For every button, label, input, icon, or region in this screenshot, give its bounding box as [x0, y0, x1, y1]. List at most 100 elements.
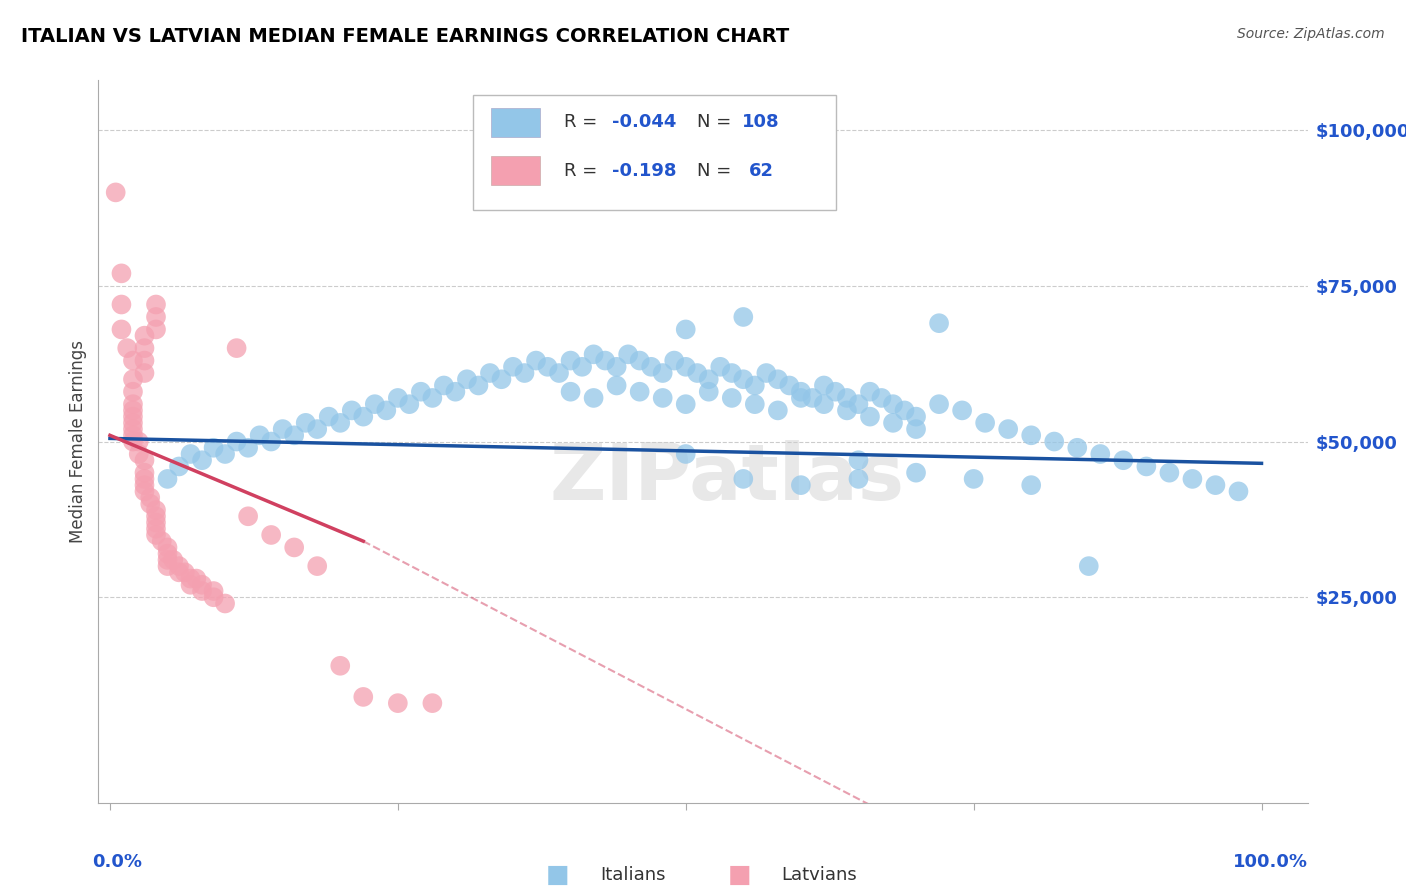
- Point: [536, 359, 558, 374]
- Point: [134, 366, 156, 380]
- Text: 0.0%: 0.0%: [93, 854, 142, 871]
- Text: N =: N =: [697, 113, 737, 131]
- Point: [162, 553, 184, 567]
- Point: [720, 366, 742, 380]
- Point: [398, 397, 420, 411]
- Text: ITALIAN VS LATVIAN MEDIAN FEMALE EARNINGS CORRELATION CHART: ITALIAN VS LATVIAN MEDIAN FEMALE EARNING…: [21, 27, 789, 45]
- Point: [422, 696, 444, 710]
- Point: [848, 453, 870, 467]
- Point: [893, 403, 915, 417]
- Point: [191, 453, 214, 467]
- Point: [173, 566, 195, 580]
- Text: 108: 108: [742, 113, 779, 131]
- Text: Latvians: Latvians: [782, 866, 858, 884]
- Point: [122, 353, 145, 368]
- Point: [766, 372, 789, 386]
- Point: [478, 366, 501, 380]
- Point: [950, 403, 973, 417]
- Point: [905, 409, 928, 424]
- Point: [307, 422, 329, 436]
- Point: [733, 372, 755, 386]
- Point: [905, 466, 928, 480]
- Point: [962, 472, 984, 486]
- Point: [134, 328, 156, 343]
- Point: [329, 416, 352, 430]
- Point: [766, 403, 789, 417]
- Point: [675, 447, 697, 461]
- Point: [664, 353, 686, 368]
- Point: [870, 391, 893, 405]
- Point: [824, 384, 846, 399]
- Point: [491, 372, 513, 386]
- Point: [180, 572, 202, 586]
- Point: [236, 441, 259, 455]
- Point: [156, 541, 179, 555]
- Point: [813, 397, 835, 411]
- Point: [697, 372, 720, 386]
- Point: [651, 366, 673, 380]
- Point: [409, 384, 432, 399]
- Point: [214, 597, 236, 611]
- Point: [675, 322, 697, 336]
- Point: [744, 397, 766, 411]
- Point: [548, 366, 571, 380]
- Point: [974, 416, 997, 430]
- Point: [1019, 428, 1042, 442]
- Point: [122, 384, 145, 399]
- Point: [364, 397, 387, 411]
- Point: [214, 447, 236, 461]
- Point: [467, 378, 489, 392]
- Point: [1135, 459, 1157, 474]
- Point: [813, 378, 835, 392]
- Point: [790, 391, 813, 405]
- Point: [744, 378, 766, 392]
- Point: [1043, 434, 1066, 449]
- Point: [271, 422, 294, 436]
- Point: [352, 690, 374, 704]
- Point: [675, 397, 697, 411]
- Point: [318, 409, 340, 424]
- Point: [156, 553, 179, 567]
- Point: [422, 391, 444, 405]
- Point: [444, 384, 467, 399]
- Point: [104, 186, 127, 200]
- Point: [145, 522, 167, 536]
- Bar: [474, 95, 837, 211]
- Point: [134, 341, 156, 355]
- Point: [755, 366, 778, 380]
- Point: [122, 372, 145, 386]
- Point: [180, 578, 202, 592]
- Point: [115, 341, 138, 355]
- Text: Italians: Italians: [600, 866, 665, 884]
- Point: [651, 391, 673, 405]
- Point: [167, 459, 190, 474]
- Point: [236, 509, 259, 524]
- Bar: [492, 108, 540, 136]
- Point: [145, 297, 167, 311]
- Point: [145, 503, 167, 517]
- Point: [905, 422, 928, 436]
- Point: [122, 434, 145, 449]
- Point: [375, 403, 398, 417]
- Point: [122, 403, 145, 417]
- Point: [134, 472, 156, 486]
- Point: [560, 384, 582, 399]
- Point: [1204, 478, 1226, 492]
- Point: [202, 591, 225, 605]
- Point: [560, 353, 582, 368]
- Point: [156, 472, 179, 486]
- Text: -0.044: -0.044: [613, 113, 676, 131]
- Point: [640, 359, 662, 374]
- Text: ZIPatlas: ZIPatlas: [550, 440, 904, 516]
- Point: [606, 359, 628, 374]
- Point: [283, 541, 305, 555]
- Point: [122, 397, 145, 411]
- Point: [617, 347, 640, 361]
- Point: [1181, 472, 1204, 486]
- Point: [352, 409, 374, 424]
- Point: [709, 359, 731, 374]
- Point: [835, 391, 858, 405]
- Point: [928, 397, 950, 411]
- Point: [145, 310, 167, 324]
- Point: [122, 409, 145, 424]
